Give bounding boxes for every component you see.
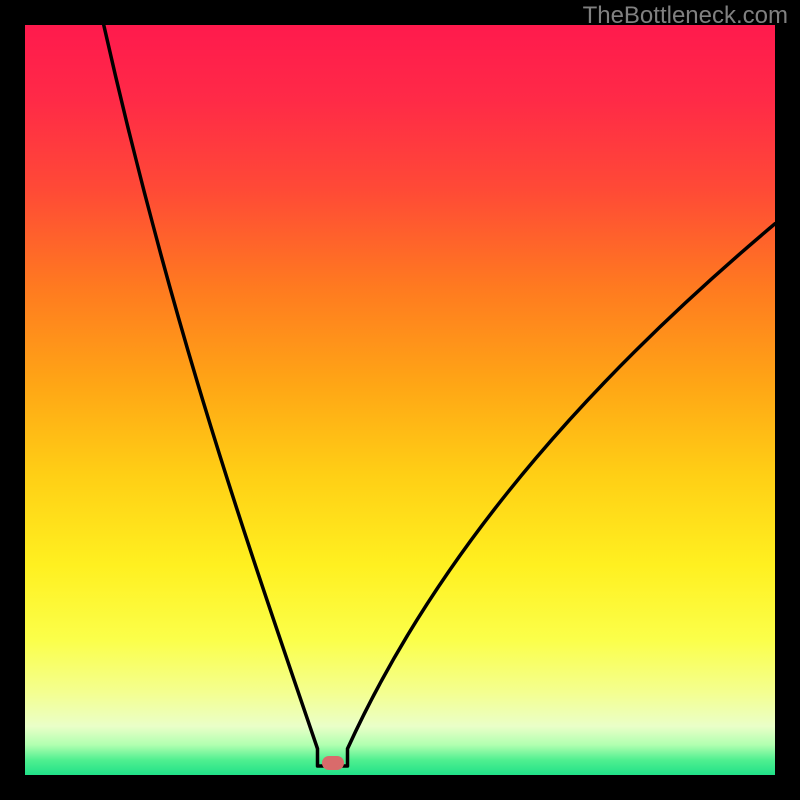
- bottleneck-curve: [25, 25, 775, 775]
- watermark-text: TheBottleneck.com: [583, 2, 788, 30]
- optimal-point-marker: [322, 756, 344, 770]
- chart-frame: TheBottleneck.com: [0, 0, 800, 800]
- plot-area: [25, 25, 775, 775]
